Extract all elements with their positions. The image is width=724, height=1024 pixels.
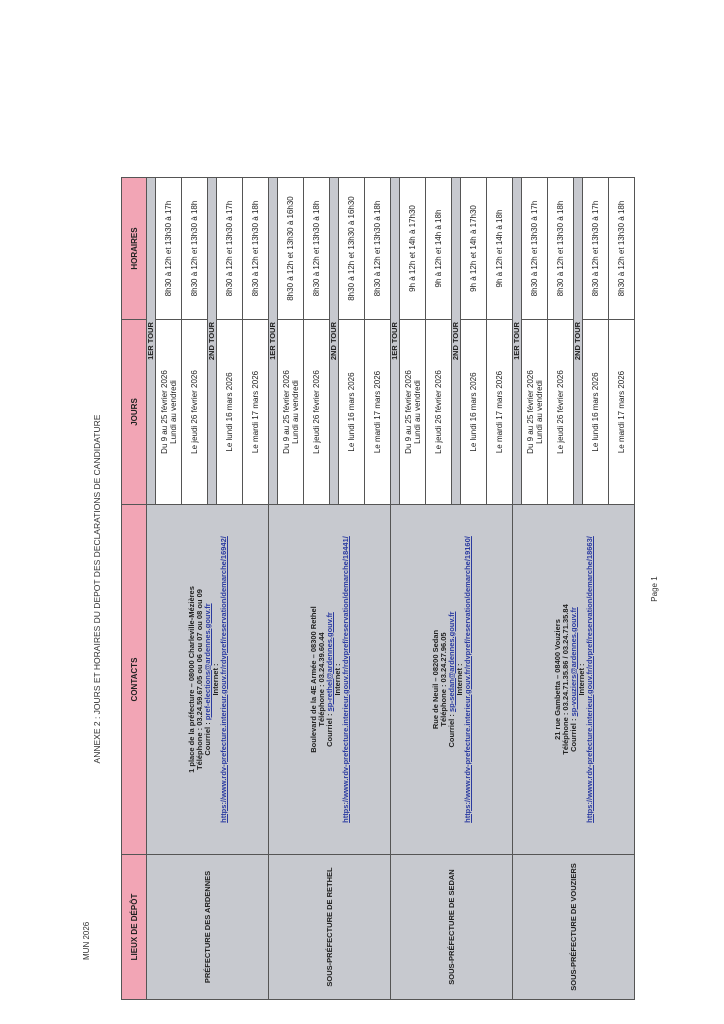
site-name: PRÉFECTURE DES ARDENNES: [146, 854, 269, 1000]
header-row: LIEUX DE DÉPÔT CONTACTS JOURS HORAIRES: [121, 177, 147, 1000]
jours-text: Le mardi 17 mars 2026: [373, 370, 382, 454]
jours-text: Du 9 au 25 février 2026: [159, 370, 169, 454]
email-link[interactable]: sp-vouziers@ardennes.gouv.fr: [568, 607, 578, 717]
jours-cell: Le jeudi 26 février 2026: [547, 319, 574, 505]
jours-subtext: Lundi au vendredi: [290, 380, 300, 444]
jours-cell: Le lundi 16 mars 2026: [460, 319, 487, 505]
jours-text: Le mardi 17 mars 2026: [617, 370, 626, 454]
jours-text: Le mardi 17 mars 2026: [251, 370, 260, 454]
doc-code: MUN 2026: [82, 921, 91, 960]
jours-cell: Du 9 au 25 février 2026 Lundi au vendredi: [155, 319, 182, 505]
jours-subtext: Lundi au vendredi: [412, 380, 422, 444]
site-contacts: Rue de Neuil – 08200 Sedan Téléphone : 03…: [390, 504, 513, 855]
jours-text: Le lundi 16 mars 2026: [591, 372, 600, 452]
horaires-cell: 8h30 à 12h et 13h30 à 18h: [242, 177, 269, 320]
schedule-table: LIEUX DE DÉPÔT CONTACTS JOURS HORAIRES P…: [121, 177, 635, 1000]
jours-text: Le jeudi 26 février 2026: [556, 370, 565, 454]
jours-text: Le lundi 16 mars 2026: [469, 372, 478, 452]
email-link[interactable]: pref-elections@ardennes.gouv.fr: [202, 603, 212, 721]
tour-label: 1ER TOUR: [390, 177, 400, 505]
site-name: SOUS-PRÉFECTURE DE SEDAN: [390, 854, 513, 1000]
jours-text: Le lundi 16 mars 2026: [225, 372, 234, 452]
booking-link[interactable]: https://www.rdv-prefecture.interieur.gou…: [584, 536, 594, 823]
site-name: SOUS-PRÉFECTURE DE VOUZIERS: [512, 854, 635, 1000]
tour-label: 2ND TOUR: [207, 177, 217, 505]
booking-link[interactable]: https://www.rdv-prefecture.interieur.gou…: [462, 536, 472, 823]
horaires-cell: 8h30 à 12h et 13h30 à 18h: [181, 177, 208, 320]
tour-band: SOUS-PRÉFECTURE DE SEDAN Rue de Neuil – 0…: [390, 177, 513, 1000]
tour-band: SOUS-PRÉFECTURE DE RETHEL Boulevard de la…: [268, 177, 391, 1000]
jours-text: Du 9 au 25 février 2026: [403, 370, 413, 454]
jours-text: Le lundi 16 mars 2026: [347, 372, 356, 452]
horaires-cell: 8h30 à 12h et 13h30 à 17h: [582, 177, 609, 320]
horaires-cell: 9h à 12h et 14h à 17h30: [460, 177, 487, 320]
tour-label: 2ND TOUR: [451, 177, 461, 505]
horaires-cell: 9h à 12h et 14h à 17h30: [399, 177, 426, 320]
tour-label: 1ER TOUR: [146, 177, 156, 505]
jours-text: Le jeudi 26 février 2026: [190, 370, 199, 454]
jours-cell: Du 9 au 25 février 2026 Lundi au vendredi: [277, 319, 304, 505]
jours-text: Le jeudi 26 février 2026: [312, 370, 321, 454]
horaires-cell: 8h30 à 12h et 13h30 à 18h: [364, 177, 391, 320]
site-contacts: Boulevard de la 4E Armée – 08300 Rethel T…: [268, 504, 391, 855]
booking-link[interactable]: https://www.rdv-prefecture.interieur.gou…: [340, 536, 350, 823]
tour-label: 1ER TOUR: [512, 177, 522, 505]
jours-text: Du 9 au 25 février 2026: [525, 370, 535, 454]
site-name: SOUS-PRÉFECTURE DE RETHEL: [268, 854, 391, 1000]
site-contacts: 1 place de la préfecture – 08000 Charlev…: [146, 504, 269, 855]
horaires-cell: 8h30 à 12h et 13h30 à 17h: [521, 177, 548, 320]
horaires-cell: 9h à 12h et 14h à 18h: [486, 177, 513, 320]
jours-cell: Le jeudi 26 février 2026: [181, 319, 208, 505]
tour-label: 1ER TOUR: [268, 177, 278, 505]
email-link[interactable]: sp-rethel@ardennes.gouv.fr: [324, 612, 334, 712]
page-title: ANNEXE 2 : JOURS ET HORAIRES DU DEPOT DE…: [92, 414, 102, 764]
col-header-jours: JOURS: [121, 319, 147, 505]
booking-link[interactable]: https://www.rdv-prefecture.interieur.gou…: [218, 536, 228, 823]
jours-cell: Le lundi 16 mars 2026: [582, 319, 609, 505]
jours-cell: Le mardi 17 mars 2026: [242, 319, 269, 505]
jours-cell: Du 9 au 25 février 2026 Lundi au vendredi: [399, 319, 426, 505]
tour-band: SOUS-PRÉFECTURE DE VOUZIERS 21 rue Gambet…: [512, 177, 635, 1000]
jours-subtext: Lundi au vendredi: [168, 380, 178, 444]
email-link[interactable]: sp-sedan@ardennes.gouv.fr: [446, 611, 456, 713]
horaires-cell: 8h30 à 12h et 13h30 à 18h: [547, 177, 574, 320]
jours-text: Le mardi 17 mars 2026: [495, 370, 504, 454]
email-label: Courriel :: [568, 718, 578, 752]
col-header-contacts: CONTACTS: [121, 504, 147, 855]
col-header-horaires: HORAIRES: [121, 177, 147, 320]
tour-band: PRÉFECTURE DES ARDENNES 1 place de la pré…: [146, 177, 269, 1000]
jours-cell: Du 9 au 25 février 2026 Lundi au vendredi: [521, 319, 548, 505]
horaires-cell: 8h30 à 12h et 13h30 à 18h: [608, 177, 635, 320]
email-label: Courriel :: [324, 713, 334, 747]
email-label: Courriel :: [446, 714, 456, 748]
horaires-cell: 8h30 à 12h et 13h30 à 17h: [216, 177, 243, 320]
jours-cell: Le jeudi 26 février 2026: [303, 319, 330, 505]
jours-subtext: Lundi au vendredi: [534, 380, 544, 444]
tour-label: 2ND TOUR: [329, 177, 339, 505]
site-contacts: 21 rue Gambetta – 08400 Vouziers Téléphon…: [512, 504, 635, 855]
jours-text: Le jeudi 26 février 2026: [434, 370, 443, 454]
email-label: Courriel :: [202, 722, 212, 756]
jours-text: Du 9 au 25 février 2026: [281, 370, 291, 454]
horaires-cell: 8h30 à 12h et 13h30 à 18h: [303, 177, 330, 320]
page-number: Page 1: [650, 576, 659, 602]
horaires-cell: 8h30 à 12h et 13h30 à 16h30: [277, 177, 304, 320]
jours-cell: Le mardi 17 mars 2026: [608, 319, 635, 505]
jours-cell: Le mardi 17 mars 2026: [364, 319, 391, 505]
jours-cell: Le jeudi 26 février 2026: [425, 319, 452, 505]
tour-label: 2ND TOUR: [573, 177, 583, 505]
jours-cell: Le lundi 16 mars 2026: [338, 319, 365, 505]
horaires-cell: 8h30 à 12h et 13h30 à 17h: [155, 177, 182, 320]
jours-cell: Le mardi 17 mars 2026: [486, 319, 513, 505]
jours-cell: Le lundi 16 mars 2026: [216, 319, 243, 505]
horaires-cell: 8h30 à 12h et 13h30 à 16h30: [338, 177, 365, 320]
col-header-lieux: LIEUX DE DÉPÔT: [121, 854, 147, 1000]
horaires-cell: 9h à 12h et 14h à 18h: [425, 177, 452, 320]
